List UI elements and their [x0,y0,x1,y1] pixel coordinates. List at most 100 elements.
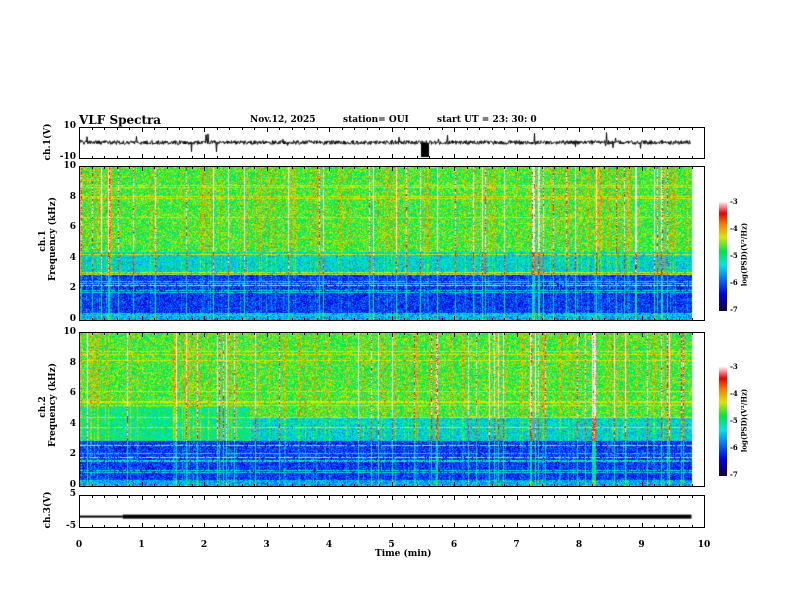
tick-mark [641,495,643,500]
tick-mark [579,316,580,321]
tick-mark [266,523,268,528]
tick-mark [591,156,593,159]
tick-mark [291,166,293,169]
tick-mark [641,332,643,337]
tick-mark [291,484,293,487]
tick-mark [254,525,255,528]
tick-mark [179,156,180,159]
tick-mark [204,154,205,159]
colorbar-tick: -3 [730,197,738,206]
tick-mark [191,318,193,321]
tick-mark [241,127,243,130]
tick-mark [529,156,530,159]
tick-mark [366,495,368,498]
tick-mark [604,332,605,335]
tick-mark [641,166,643,171]
ch1-waveform [79,127,704,158]
tick-mark [629,484,630,487]
tick-mark [316,166,318,169]
tick-mark [641,127,643,132]
tick-mark [154,318,155,321]
tick-mark [241,332,243,335]
tick-mark [216,127,218,130]
tick-mark [454,495,455,500]
tick-mark [404,156,405,159]
tick-mark [666,156,668,159]
tick-mark [379,156,380,159]
tick-mark [129,318,130,321]
tick-mark [679,166,680,169]
ytick-label: 2 [69,283,76,294]
tick-mark [404,332,405,335]
tick-mark [279,127,280,130]
tick-mark [166,127,168,130]
tick-mark [341,495,343,498]
tick-mark [704,127,705,132]
tick-mark [491,166,493,169]
tick-mark [379,318,380,321]
colorbar-tick: -4 [730,389,738,398]
tick-mark [391,166,393,171]
tick-mark [354,166,355,169]
tick-mark [216,495,218,498]
tick-mark [541,495,543,498]
tick-mark [491,332,493,335]
tick-mark [466,495,468,498]
tick-mark [466,525,468,528]
tick-mark [366,332,368,335]
tick-mark [479,484,480,487]
tick-mark [554,318,555,321]
tick-mark [129,484,130,487]
tick-mark [291,332,293,335]
tick-mark [604,525,605,528]
tick-mark [416,484,418,487]
tick-mark [616,495,618,498]
tick-mark [79,495,80,500]
tick-mark [691,332,693,335]
tick-mark [241,495,243,498]
xtick-label: 2 [200,540,208,550]
tick-mark [504,525,505,528]
tick-mark [366,525,368,528]
tick-mark [479,332,480,335]
tick-mark [604,318,605,321]
tick-mark [279,495,280,498]
tick-mark [254,166,255,169]
tick-mark [91,156,93,159]
xtick-label: 4 [325,540,333,550]
tick-mark [304,166,305,169]
ytick-label: 6 [69,222,76,233]
tick-mark [366,318,368,321]
tick-mark [704,316,705,321]
ytick-label: 2 [69,449,76,460]
tick-mark [341,332,343,335]
tick-mark [241,484,243,487]
tick-mark [191,332,193,335]
tick-mark [666,525,668,528]
ch3-ylabel: ch.3(V) [43,491,53,529]
colorbar-label: log(PSD)(V²/Hz) [739,222,749,287]
tick-mark [491,484,493,487]
tick-mark [541,525,543,528]
tick-mark [691,127,693,130]
tick-mark [254,495,255,498]
tick-mark [116,156,118,159]
tick-mark [229,495,230,498]
tick-mark [266,495,268,500]
tick-mark [141,482,143,487]
start-time-label: start UT = 23: 30: 0 [437,115,537,125]
tick-mark [354,156,355,159]
tick-mark [541,318,543,321]
tick-mark [629,332,630,335]
tick-mark [366,127,368,130]
tick-mark [666,127,668,130]
tick-mark [479,318,480,321]
tick-mark [466,166,468,169]
tick-mark [704,495,705,500]
tick-mark [279,166,280,169]
tick-mark [104,525,105,528]
tick-mark [641,316,643,321]
tick-mark [691,318,693,321]
tick-mark [341,318,343,321]
tick-mark [154,525,155,528]
